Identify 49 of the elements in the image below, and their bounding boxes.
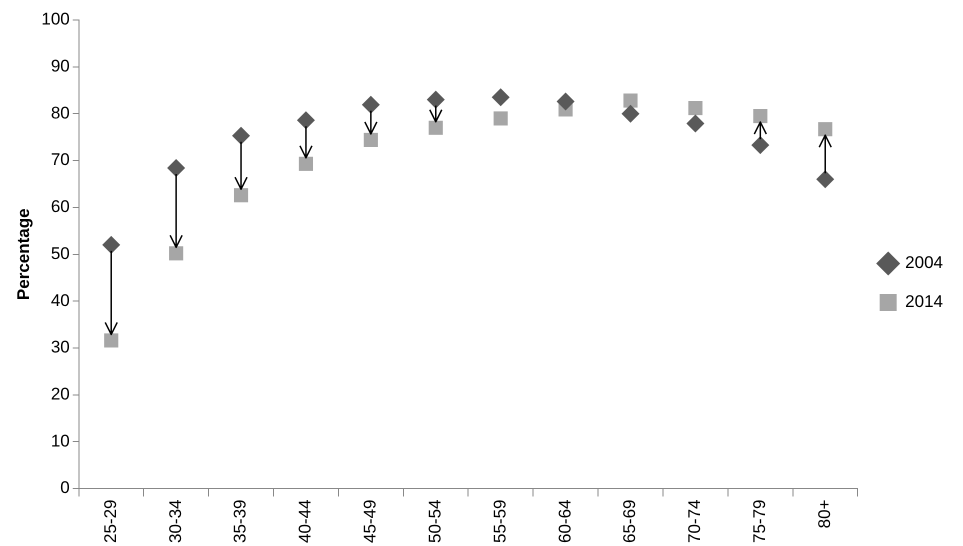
x-tick-label: 25-29	[100, 500, 120, 544]
point	[169, 246, 184, 260]
point	[296, 111, 315, 130]
y-tick-label: 70	[50, 150, 70, 170]
x-tick-label: 65-69	[620, 500, 640, 544]
point	[298, 156, 314, 171]
x-tick-label: 50-54	[425, 500, 444, 544]
point	[364, 132, 378, 148]
y-tick-label: 80	[50, 103, 70, 122]
x-tick-label: 70-74	[685, 500, 704, 544]
y-tick-label: 10	[50, 431, 70, 450]
point	[688, 101, 702, 116]
point	[234, 188, 248, 202]
point	[232, 126, 250, 145]
y-tick-label: 90	[50, 56, 70, 76]
x-tick-label: 55-59	[490, 500, 510, 544]
x-tick-label: 30-34	[166, 500, 185, 544]
y-tick-label: 30	[50, 338, 70, 357]
x-tick-label: 80+	[814, 499, 834, 528]
point	[818, 122, 832, 136]
point	[556, 92, 575, 111]
point	[751, 136, 770, 154]
point	[428, 120, 443, 135]
x-tick-label: 40-44	[296, 500, 315, 544]
y-tick-label: 0	[60, 478, 70, 498]
y-axis-title: Percentage	[14, 208, 33, 300]
point	[623, 94, 638, 108]
point	[621, 104, 640, 123]
x-tick-label: 60-64	[555, 500, 574, 544]
point	[816, 170, 834, 188]
legend-label: 2014	[905, 292, 944, 312]
point	[686, 114, 704, 133]
point	[102, 236, 120, 254]
y-tick-label: 20	[50, 384, 70, 404]
x-tick-label: 45-49	[360, 500, 380, 544]
legend-label: 2004	[905, 253, 944, 272]
y-tick-label: 50	[50, 244, 70, 263]
point	[104, 333, 118, 348]
point	[494, 111, 508, 126]
y-tick-label: 60	[50, 197, 70, 216]
point	[426, 90, 445, 109]
point	[753, 108, 768, 124]
y-tick-label: 40	[50, 290, 70, 310]
y-tick-label: 100	[41, 10, 70, 29]
x-tick-label: 35-39	[230, 500, 250, 544]
point	[362, 96, 380, 114]
x-tick-label: 75-79	[750, 500, 770, 544]
point	[492, 88, 510, 106]
point	[167, 159, 186, 178]
